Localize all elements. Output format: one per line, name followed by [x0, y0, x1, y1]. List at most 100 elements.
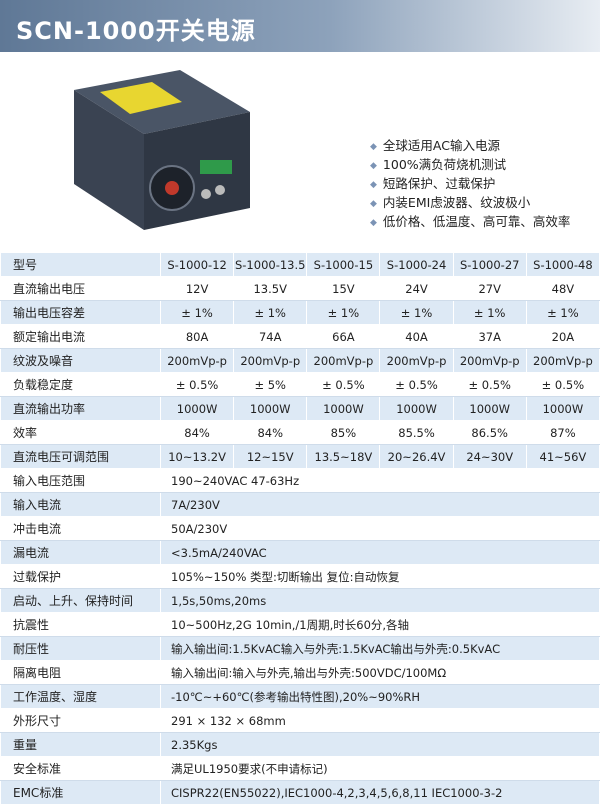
- value-cell: ± 1%: [159, 300, 235, 325]
- row-label: 直流电压可调范围: [0, 444, 161, 469]
- value-cell: 15V: [306, 276, 381, 301]
- row-label: 直流输出电压: [0, 276, 161, 301]
- value-cell: 13.5~18V: [306, 444, 381, 469]
- value-cell: 84%: [159, 420, 235, 445]
- feature-item: 低价格、低温度、高可靠、高效率: [370, 212, 571, 231]
- value-cell: ± 1%: [233, 300, 308, 325]
- row-label: 隔离电阻: [0, 660, 161, 685]
- feature-item: 全球适用AC输入电源: [370, 136, 570, 155]
- value-cell: 84%: [233, 420, 308, 445]
- value-cell: 2.35Kgs: [160, 732, 600, 757]
- value-cell: 40A: [379, 324, 454, 349]
- spec-table: 型号 S-1000-12 S-1000-13.5 S-1000-15 S-1000-24…: [0, 252, 600, 805]
- value-cell: 1000W: [379, 396, 454, 421]
- table-row: 漏电流 <3.5mA/240VAC: [0, 540, 600, 565]
- table-row: 直流输出电压 12V 13.5V 15V 24V 27V 48V: [0, 276, 600, 301]
- value-cell: 200mVp-p: [159, 348, 235, 373]
- value-cell: CISPR22(EN55022),IEC1000-4,2,3,4,5,6,8,1…: [160, 780, 600, 805]
- value-cell: 12V: [159, 276, 235, 301]
- value-cell: ± 5%: [233, 372, 308, 397]
- value-cell: 输入输出间:输入与外壳,输出与外壳:500VDC/100MΩ: [160, 660, 600, 685]
- value-cell: 41~56V: [525, 444, 600, 469]
- value-cell: 20~26.4V: [379, 444, 454, 469]
- value-cell: 1000W: [306, 396, 381, 421]
- table-row: 安全标准 满足UL1950要求(不申请标记): [0, 756, 600, 781]
- value-cell: 12~15V: [233, 444, 308, 469]
- row-label: 外形尺寸: [0, 708, 161, 733]
- table-row: 型号 S-1000-12 S-1000-13.5 S-1000-15 S-1000-24…: [0, 252, 600, 277]
- model-cell: S-1000-48: [525, 252, 600, 277]
- feature-item: 100%满负荷烧机测试: [370, 155, 570, 174]
- feature-list: 全球适用AC输入电源100%满负荷烧机测试短路保护、过载保护内装EMI虑波器、纹…: [370, 136, 571, 231]
- row-label: 过载保护: [0, 564, 161, 589]
- table-row: 重量 2.35Kgs: [0, 732, 600, 757]
- row-label: 输入电压范围: [0, 468, 161, 493]
- value-cell: 87%: [525, 420, 600, 445]
- value-cell: ± 0.5%: [159, 372, 235, 397]
- table-row: 输入电压范围 190~240VAC 47-63Hz: [0, 468, 600, 493]
- model-cell: S-1000-13.5: [233, 252, 308, 277]
- value-cell: 27V: [452, 276, 527, 301]
- value-cell: 1000W: [233, 396, 308, 421]
- row-label: 抗震性: [0, 612, 161, 637]
- value-cell: 190~240VAC 47-63Hz: [160, 468, 600, 493]
- row-label: 效率: [0, 420, 161, 445]
- table-row: 工作温度、湿度 -10℃~+60℃(参考输出特性图),20%~90%RH: [0, 684, 600, 709]
- value-cell: ± 1%: [306, 300, 381, 325]
- value-cell: 10~13.2V: [159, 444, 235, 469]
- table-row: EMC标准 CISPR22(EN55022),IEC1000-4,2,3,4,5,…: [0, 780, 600, 805]
- row-label: 负载稳定度: [0, 372, 161, 397]
- row-label: 冲击电流: [0, 516, 161, 541]
- value-cell: 输入输出间:1.5KvAC输入与外壳:1.5KvAC输出与外壳:0.5KvAC: [160, 636, 600, 661]
- value-cell: ± 0.5%: [452, 372, 527, 397]
- value-cell: 满足UL1950要求(不申请标记): [160, 756, 600, 781]
- value-cell: 20A: [525, 324, 600, 349]
- row-label: 漏电流: [0, 540, 161, 565]
- header-bar: SCN-1000开关电源: [0, 0, 600, 52]
- value-cell: <3.5mA/240VAC: [160, 540, 600, 565]
- table-row: 外形尺寸 291 × 132 × 68mm: [0, 708, 600, 733]
- value-cell: ± 1%: [525, 300, 600, 325]
- value-cell: ± 1%: [379, 300, 454, 325]
- table-row: 耐压性 输入输出间:1.5KvAC输入与外壳:1.5KvAC输出与外壳:0.5Kv…: [0, 636, 600, 661]
- value-cell: 1000W: [159, 396, 235, 421]
- model-cell: S-1000-27: [452, 252, 527, 277]
- table-row: 抗震性 10~500Hz,2G 10min,/1周期,时长60分,各轴: [0, 612, 600, 637]
- value-cell: 24~30V: [452, 444, 527, 469]
- table-row: 额定输出电流 80A 74A 66A 40A 37A 20A: [0, 324, 600, 349]
- table-row: 直流电压可调范围 10~13.2V 12~15V 13.5~18V 20~26.4V 24…: [0, 444, 600, 469]
- row-label: 启动、上升、保持时间: [0, 588, 161, 613]
- table-row: 效率 84% 84% 85% 85.5% 86.5% 87%: [0, 420, 600, 445]
- row-label: 额定输出电流: [0, 324, 161, 349]
- value-cell: 74A: [233, 324, 308, 349]
- table-row: 隔离电阻 输入输出间:输入与外壳,输出与外壳:500VDC/100MΩ: [0, 660, 600, 685]
- value-cell: 200mVp-p: [306, 348, 381, 373]
- model-cell: S-1000-15: [306, 252, 381, 277]
- row-label: 耐压性: [0, 636, 161, 661]
- value-cell: 50A/230V: [160, 516, 600, 541]
- row-label: 型号: [0, 252, 161, 277]
- row-label: 输出电压容差: [0, 300, 161, 325]
- model-cell: S-1000-24: [379, 252, 454, 277]
- value-cell: 200mVp-p: [379, 348, 454, 373]
- table-row: 输入电流 7A/230V: [0, 492, 600, 517]
- feature-item: 内装EMI虑波器、纹波极小: [370, 193, 570, 212]
- value-cell: 1,5s,50ms,20ms: [160, 588, 600, 613]
- model-cell: S-1000-12: [159, 252, 235, 277]
- table-row: 启动、上升、保持时间 1,5s,50ms,20ms: [0, 588, 600, 613]
- row-label: 纹波及噪音: [0, 348, 161, 373]
- table-row: 纹波及噪音 200mVp-p 200mVp-p 200mVp-p 200mVp-p 200…: [0, 348, 600, 373]
- value-cell: 13.5V: [233, 276, 308, 301]
- value-cell: 1000W: [525, 396, 600, 421]
- value-cell: 200mVp-p: [233, 348, 308, 373]
- value-cell: ± 0.5%: [379, 372, 454, 397]
- table-row: 负载稳定度 ± 0.5% ± 5% ± 0.5% ± 0.5% ± 0.5% ± 0.5%: [0, 372, 600, 397]
- value-cell: 200mVp-p: [452, 348, 527, 373]
- value-cell: 66A: [306, 324, 381, 349]
- value-cell: 1000W: [452, 396, 527, 421]
- row-label: 工作温度、湿度: [0, 684, 161, 709]
- row-label: 安全标准: [0, 756, 161, 781]
- row-label: 重量: [0, 732, 161, 757]
- product-image: [74, 70, 250, 230]
